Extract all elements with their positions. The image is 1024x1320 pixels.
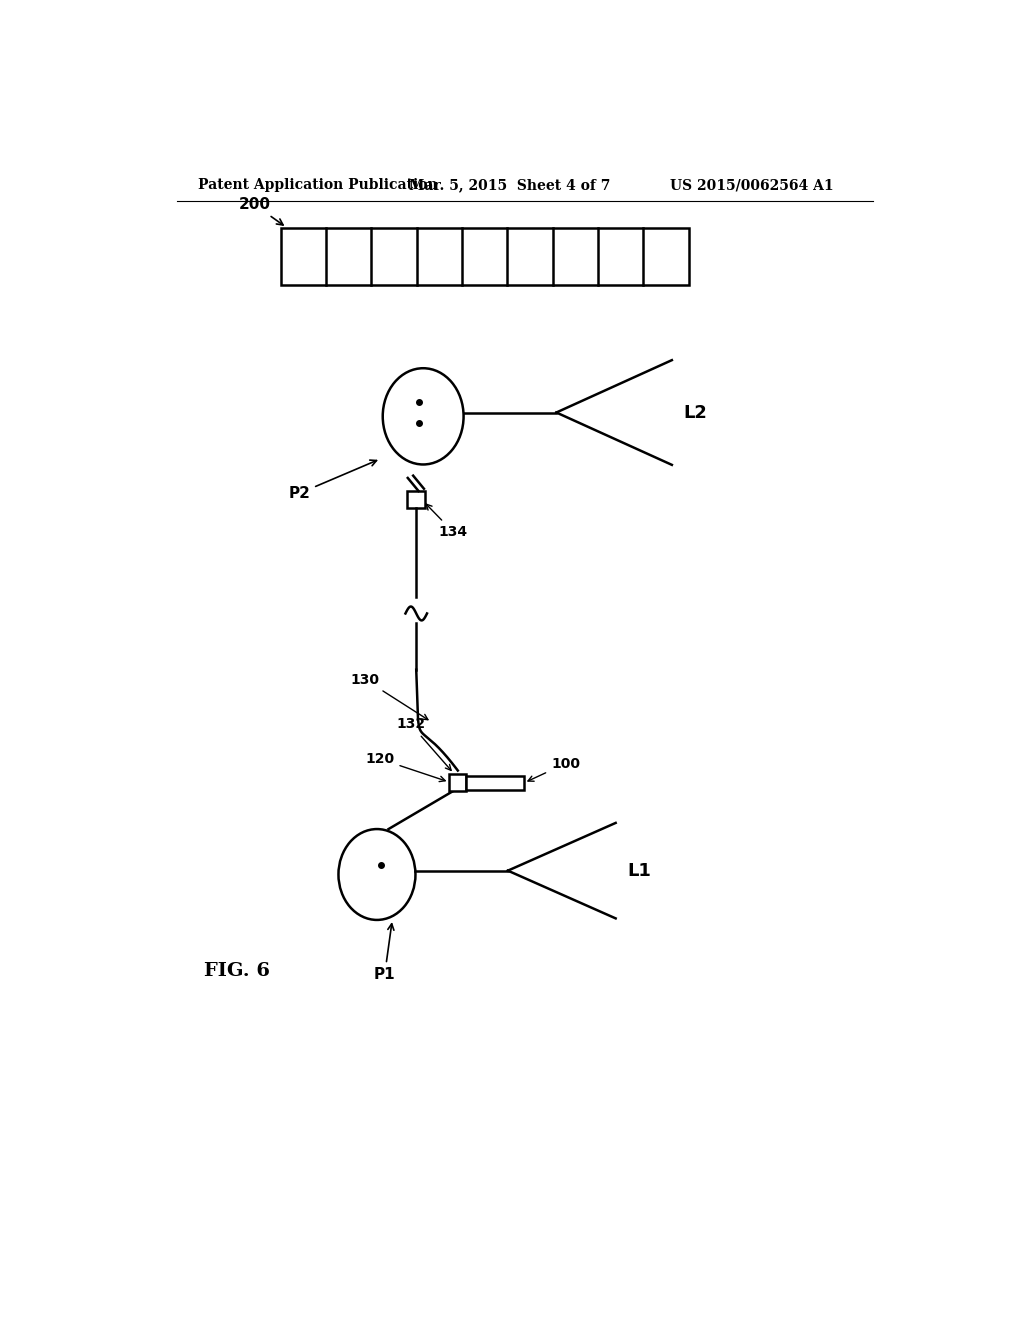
Text: P2: P2 xyxy=(289,461,377,500)
Text: 130: 130 xyxy=(351,673,428,719)
Text: 200: 200 xyxy=(239,197,283,224)
Text: 100: 100 xyxy=(528,756,580,781)
Bar xyxy=(281,227,689,285)
Text: US 2015/0062564 A1: US 2015/0062564 A1 xyxy=(670,178,834,193)
Bar xyxy=(466,776,524,789)
Text: FIG. 6: FIG. 6 xyxy=(204,962,269,979)
Ellipse shape xyxy=(383,368,464,465)
Text: Mar. 5, 2015  Sheet 4 of 7: Mar. 5, 2015 Sheet 4 of 7 xyxy=(410,178,610,193)
Text: 134: 134 xyxy=(426,504,468,539)
Bar xyxy=(450,774,466,791)
Text: P1: P1 xyxy=(374,924,395,982)
Text: 120: 120 xyxy=(366,752,445,781)
Text: 132: 132 xyxy=(396,717,452,771)
Ellipse shape xyxy=(339,829,416,920)
Text: Patent Application Publication: Patent Application Publication xyxy=(199,178,438,193)
Bar xyxy=(407,491,425,508)
Text: L1: L1 xyxy=(628,862,651,879)
Text: L2: L2 xyxy=(683,404,708,421)
